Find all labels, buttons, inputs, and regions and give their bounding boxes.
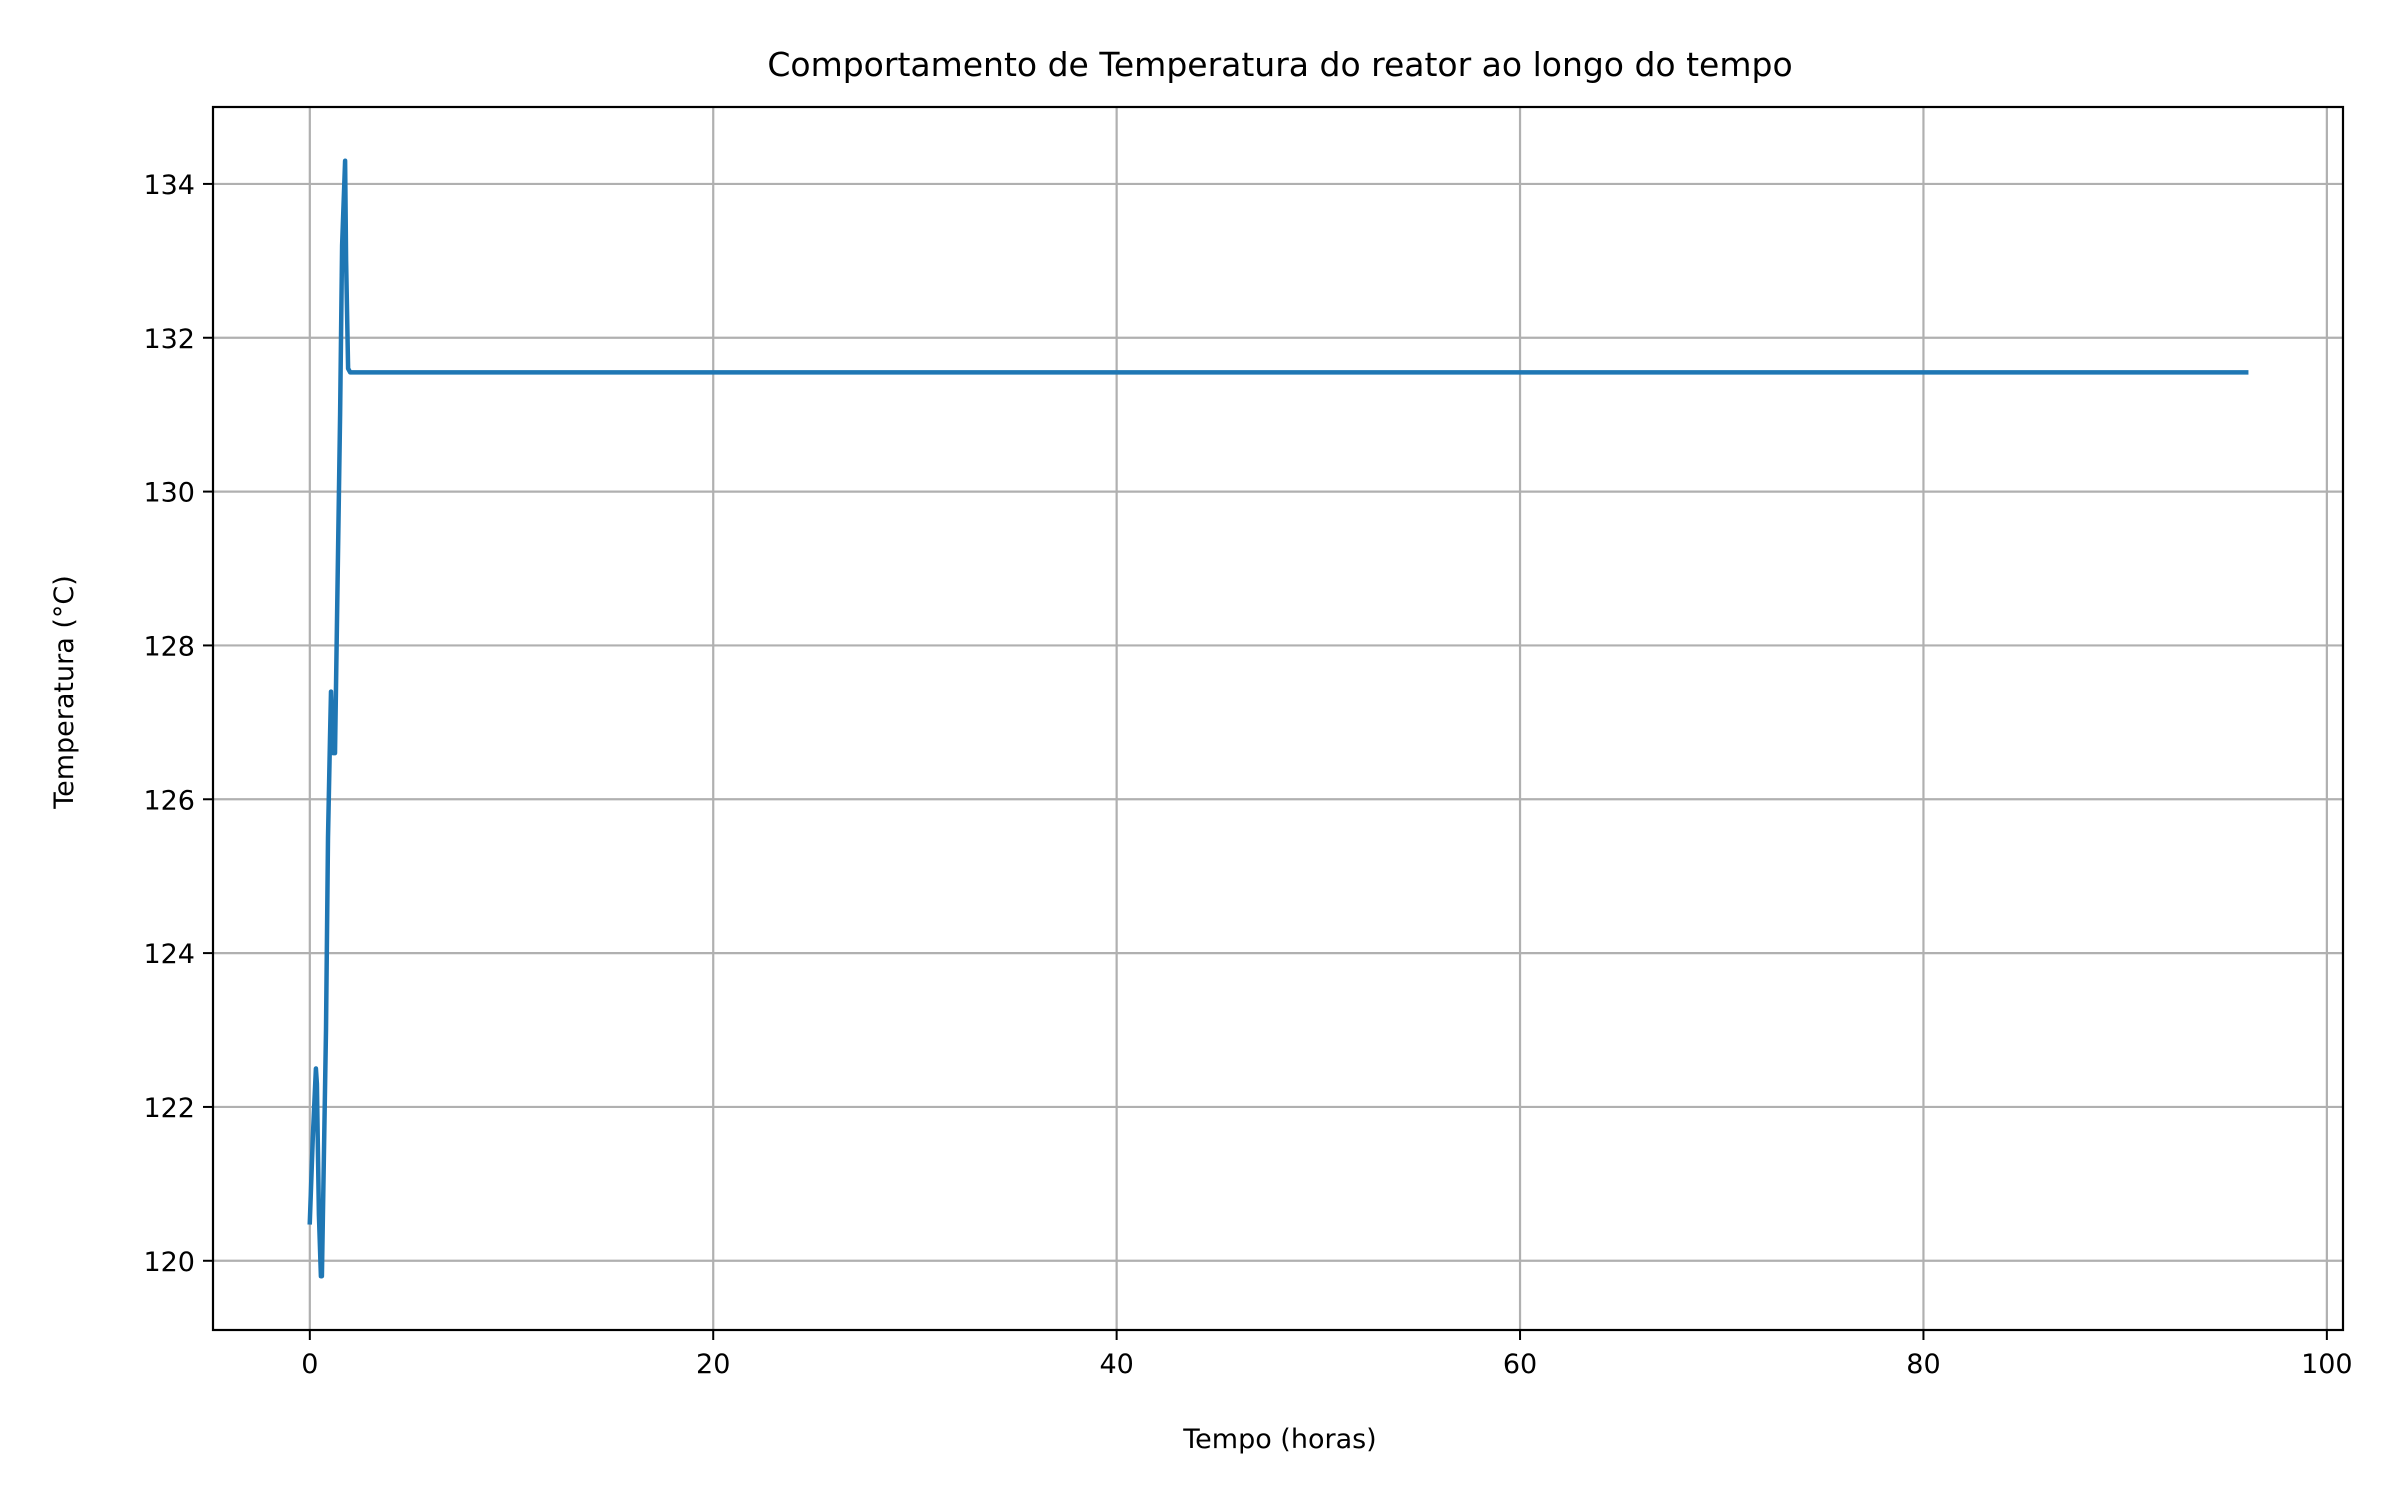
plot-frame [211,105,2345,1332]
x-tick-label: 80 [1906,1349,1940,1380]
x-axis-label: Tempo (horas) [1182,1424,1376,1455]
x-tick-label: 60 [1503,1349,1537,1380]
series-layer [307,158,2249,1279]
y-tick-label: 128 [143,631,195,662]
x-tick-label: 100 [2301,1349,2353,1380]
series-line [307,158,2249,1279]
y-tick-label: 120 [143,1247,195,1278]
x-tick-label: 0 [301,1349,318,1380]
x-tick-label: 40 [1099,1349,1133,1380]
y-tick-label: 134 [143,170,195,201]
grid-lines [213,107,2343,1330]
x-tick-label: 20 [696,1349,730,1380]
y-tick-label: 126 [143,785,195,816]
y-tick-label: 130 [143,478,195,509]
y-tick-label: 122 [143,1093,195,1124]
x-axis-ticks: 0 20 40 60 80 100 [301,1330,2353,1380]
y-tick-label: 132 [143,324,195,355]
y-axis-ticks: 120 122 124 126 128 130 132 134 [143,170,213,1278]
y-tick-label: 124 [143,939,195,970]
y-axis-label: Temperatura (°C) [49,575,80,810]
chart-title: Comportamento de Temperatura do reator a… [767,45,1792,84]
